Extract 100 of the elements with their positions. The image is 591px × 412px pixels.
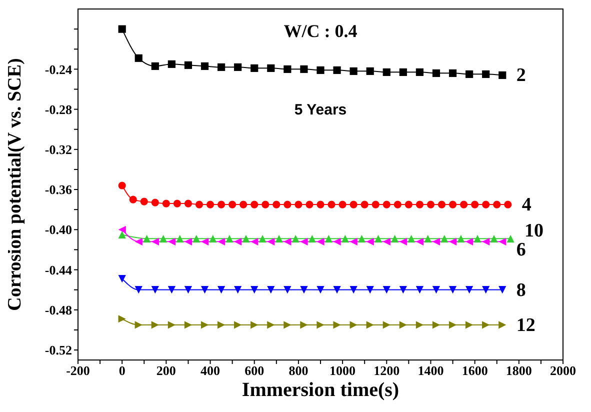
point <box>333 238 341 246</box>
x-tick-label: 400 <box>200 363 220 378</box>
point <box>432 69 440 77</box>
point <box>134 321 142 329</box>
point <box>234 286 242 294</box>
point <box>294 200 302 208</box>
point <box>200 62 209 70</box>
point <box>262 200 270 208</box>
point <box>350 67 358 75</box>
point <box>498 71 506 79</box>
point <box>217 63 226 71</box>
point <box>338 200 346 208</box>
x-tick-label: 0 <box>118 363 126 378</box>
series-label: 6 <box>516 240 526 261</box>
series-label: 4 <box>522 194 532 216</box>
point <box>490 234 498 242</box>
point <box>160 234 168 242</box>
point <box>448 286 457 294</box>
point <box>308 234 316 242</box>
point <box>162 200 170 208</box>
point <box>448 200 457 208</box>
point <box>275 234 283 242</box>
point <box>267 238 275 246</box>
point <box>118 274 126 283</box>
series-label: 2 <box>516 65 526 86</box>
point <box>416 68 424 76</box>
point <box>366 286 374 294</box>
point <box>151 286 159 294</box>
point <box>498 286 506 294</box>
point <box>448 238 457 246</box>
point <box>416 321 424 329</box>
point <box>366 321 374 329</box>
point <box>350 238 358 246</box>
point <box>151 62 159 70</box>
point <box>300 65 308 73</box>
point <box>250 200 258 208</box>
point <box>498 238 506 246</box>
point <box>448 321 457 329</box>
point <box>250 238 258 246</box>
point <box>482 200 490 208</box>
point <box>192 234 200 242</box>
y-tick-label: -0.40 <box>44 222 72 238</box>
y-tick-label: -0.32 <box>44 142 72 158</box>
point <box>432 238 440 246</box>
point <box>284 321 292 329</box>
point <box>466 286 474 294</box>
point <box>234 238 242 246</box>
point <box>209 234 217 242</box>
point <box>234 63 242 71</box>
point <box>134 54 142 62</box>
point <box>142 234 151 242</box>
point <box>498 321 506 329</box>
point <box>217 321 226 329</box>
point <box>493 200 501 208</box>
point <box>217 286 226 294</box>
point <box>350 286 358 294</box>
point <box>168 60 176 68</box>
point <box>206 200 214 208</box>
point <box>328 200 336 208</box>
point <box>300 321 308 329</box>
point <box>408 234 416 242</box>
point <box>118 230 126 238</box>
point <box>482 321 490 329</box>
y-tick-label: -0.24 <box>44 62 72 77</box>
point <box>426 200 435 208</box>
x-tick-label: 1200 <box>374 363 400 378</box>
point <box>382 286 390 294</box>
x-tick-label: 1000 <box>330 363 356 378</box>
point <box>366 238 374 246</box>
x-tick-label: 1800 <box>506 363 532 378</box>
point <box>200 321 209 329</box>
annotation: W/C : 0.4 <box>284 21 358 42</box>
point <box>195 200 204 208</box>
point <box>404 200 412 208</box>
point <box>151 321 159 329</box>
point <box>460 200 468 208</box>
point <box>399 321 407 329</box>
point <box>267 286 275 294</box>
point <box>258 234 266 242</box>
point <box>382 238 390 246</box>
point <box>300 286 308 294</box>
point <box>184 286 192 294</box>
point <box>284 286 292 294</box>
point <box>250 321 258 329</box>
point <box>360 200 368 208</box>
point <box>272 200 280 208</box>
point <box>358 234 366 242</box>
x-axis-title: Immersion time(s) <box>242 379 400 401</box>
point <box>118 182 126 190</box>
point <box>217 238 226 246</box>
point <box>416 286 424 294</box>
y-tick-label: -0.36 <box>44 182 72 198</box>
point <box>432 286 440 294</box>
point <box>284 65 292 73</box>
point <box>118 315 126 323</box>
point <box>250 286 258 294</box>
point <box>350 200 358 208</box>
point <box>382 68 390 76</box>
point <box>471 200 479 208</box>
point <box>168 321 176 329</box>
